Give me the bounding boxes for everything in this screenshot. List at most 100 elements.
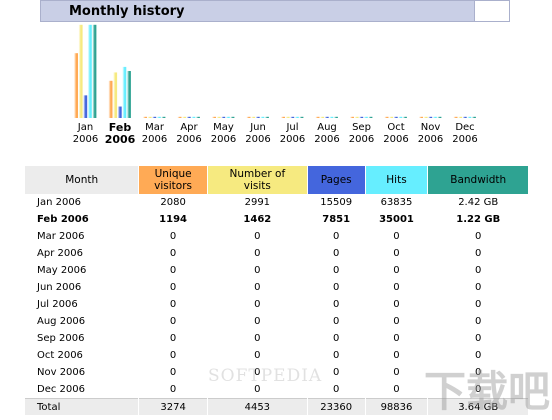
cell-number-of-visits: 0: [254, 367, 261, 378]
cell-bandwidth: 1.22 GB: [456, 214, 501, 225]
cell-bandwidth: 0: [475, 265, 482, 276]
cell-pages: 0: [332, 384, 340, 395]
table-row: Mar 2006 0 0 0 0 0: [25, 228, 528, 245]
bar-number-of-visits: [113, 72, 118, 118]
cell-unique-visitors: 0: [169, 384, 177, 395]
header-hits: Hits: [365, 166, 428, 194]
total-bandwidth: 3.64 GB: [428, 398, 528, 415]
total-unique-visitors: 3274: [139, 398, 207, 415]
month-label: Dec 2006: [452, 122, 478, 145]
table-body: Jan 2006 2080 2991 15509 63835 2.42 GB Feb 200…: [25, 194, 528, 415]
cell-unique-visitors: 0: [169, 282, 177, 293]
month-label: Oct 2006: [383, 122, 409, 145]
bar-bandwidth: [471, 116, 476, 118]
table-row: Jun 2006 0 0 0 0 0: [25, 279, 528, 296]
bar-number-of-visits: [354, 116, 359, 118]
cell-number-of-visits: 0: [254, 350, 261, 361]
cell-month: Oct 2006: [37, 350, 83, 361]
bar-bandwidth: [195, 116, 200, 118]
bar-hits: [363, 116, 368, 118]
cell-pages: 0: [332, 265, 340, 276]
bar-number-of-visits: [320, 116, 325, 118]
bar-number-of-visits: [251, 116, 256, 118]
bar-pages: [186, 116, 191, 118]
bar-unique-visitors: [143, 116, 147, 118]
cell-hits: 0: [393, 367, 400, 378]
bar-bandwidth: [368, 116, 373, 118]
cell-pages: 15509: [320, 197, 353, 208]
cell-number-of-visits: 0: [254, 299, 261, 310]
cell-unique-visitors: 0: [169, 231, 177, 242]
section-header: Monthly history: [40, 0, 510, 22]
bar-unique-visitors: [453, 116, 458, 118]
cell-bandwidth: 0: [475, 248, 482, 259]
cell-unique-visitors: 0: [169, 350, 177, 361]
cell-bandwidth: 0: [475, 367, 482, 378]
bar-unique-visitors: [177, 116, 182, 118]
total-row: Total 3274 4453 23360 98836 3.64 GB: [25, 398, 528, 415]
total-pages: 23360: [307, 398, 365, 415]
cell-unique-visitors: 0: [169, 299, 177, 310]
cell-bandwidth: 0: [475, 299, 482, 310]
month-label: Nov 2006: [417, 122, 444, 145]
table-row: Jan 2006 2080 2991 15509 63835 2.42 GB: [25, 194, 528, 211]
cell-bandwidth: 2.42 GB: [458, 197, 499, 208]
bar-pages: [152, 116, 157, 118]
cell-hits: 0: [393, 265, 400, 276]
bar-bandwidth: [437, 116, 442, 118]
table-row: Jul 2006 0 0 0 0 0: [25, 296, 528, 313]
bar-hits: [122, 66, 127, 118]
bar-bandwidth: [92, 24, 97, 119]
bar-bandwidth: [126, 71, 131, 118]
header-notch: [474, 1, 509, 21]
bar-number-of-visits: [182, 116, 187, 118]
cell-hits: 0: [393, 231, 400, 242]
cell-number-of-visits: 1462: [243, 214, 272, 225]
header-bandwidth: Bandwidth: [428, 166, 528, 194]
table-row: May 2006 0 0 0 0 0: [25, 262, 528, 279]
cell-month: Sep 2006: [37, 333, 85, 344]
cell-pages: 0: [332, 367, 340, 378]
cell-unique-visitors: 0: [169, 265, 177, 276]
bar-hits: [432, 116, 437, 118]
bar-unique-visitors: [74, 53, 78, 119]
bar-number-of-visits: [78, 24, 83, 119]
bar-hits: [398, 116, 403, 118]
cell-hits: 0: [393, 282, 400, 293]
bar-pages: [393, 116, 398, 118]
cell-hits: 0: [393, 333, 400, 344]
month-label: Mar 2006: [141, 122, 168, 145]
cell-month: Dec 2006: [37, 384, 85, 395]
bar-unique-visitors: [419, 116, 423, 118]
table-row: Nov 2006 0 0 0 0 0: [25, 364, 528, 381]
bar-pages: [117, 106, 122, 118]
bar-hits: [329, 116, 334, 118]
cell-month: Jan 2006: [37, 197, 82, 208]
bar-bandwidth: [299, 116, 304, 118]
total-month: Total: [25, 398, 139, 415]
bar-pages: [83, 95, 88, 118]
cell-unique-visitors: 0: [169, 367, 177, 378]
table-row: Dec 2006 0 0 0 0 0: [25, 381, 528, 398]
bar-pages: [255, 116, 260, 118]
cell-pages: 0: [332, 350, 340, 361]
cell-bandwidth: 0: [475, 316, 482, 327]
bar-unique-visitors: [212, 116, 216, 118]
bar-number-of-visits: [216, 116, 221, 118]
table-row: Sep 2006 0 0 0 0 0: [25, 330, 528, 347]
cell-month: Apr 2006: [37, 248, 83, 259]
table-row: Oct 2006 0 0 0 0 0: [25, 347, 528, 364]
monthly-history-table: Month Unique visitors Number of visits Pag…: [24, 166, 529, 415]
cell-hits: 63835: [380, 197, 413, 208]
cell-bandwidth: 0: [475, 384, 482, 395]
cell-pages: 0: [332, 333, 340, 344]
month-label: Feb 2006: [104, 121, 136, 146]
cell-pages: 0: [332, 282, 340, 293]
bar-number-of-visits: [285, 116, 290, 118]
bar-bandwidth: [230, 116, 235, 118]
bar-pages: [359, 116, 364, 118]
watermark-softpedia: SOFTPEDIA: [208, 366, 323, 386]
bar-number-of-visits: [147, 116, 152, 118]
bar-number-of-visits: [389, 116, 394, 118]
cell-pages: 0: [332, 316, 340, 327]
